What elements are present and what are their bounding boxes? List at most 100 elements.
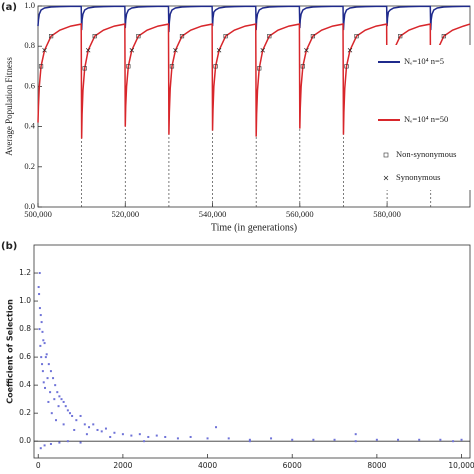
point (147, 435, 150, 438)
point (41, 330, 44, 333)
legend-label: Nₑ=10⁴ n=5 (404, 56, 444, 66)
marker-square (354, 34, 359, 39)
x-tick-label: 500,000 (24, 209, 52, 219)
point (43, 444, 46, 447)
point (88, 426, 91, 429)
x-tick-label: 540,000 (199, 209, 227, 219)
marker-square (179, 34, 185, 39)
point (291, 438, 294, 441)
point (40, 356, 43, 359)
marker-square (300, 64, 305, 69)
point (215, 426, 218, 429)
legend-swatch (383, 152, 389, 158)
point (49, 370, 52, 373)
marker-cross (260, 47, 265, 53)
marker-square (126, 64, 131, 69)
point (92, 423, 95, 426)
marker-square (82, 66, 87, 71)
legend-label: Nₑ=10⁴ n=50 (404, 114, 448, 124)
panel: (b) 0.0 0.2 0.4 0.6 0.8 1.0 1.2 0 2000 4000 6000 800… (1, 241, 474, 470)
point (452, 440, 455, 443)
point (66, 409, 69, 412)
marker-square (38, 64, 44, 69)
point (38, 293, 41, 296)
point (46, 377, 49, 380)
point (49, 391, 52, 394)
point (397, 438, 400, 441)
point (49, 442, 52, 445)
marker-cross (173, 47, 178, 53)
x-tick-label: 520,000 (111, 209, 139, 219)
legend-label: Synonymous (396, 172, 440, 182)
point (121, 433, 124, 436)
point (104, 427, 107, 430)
point (138, 433, 141, 436)
point (354, 433, 357, 436)
point (57, 405, 60, 408)
point (52, 377, 55, 380)
point (375, 438, 378, 441)
y-tick-label: 0.6 (19, 352, 31, 361)
marker-square (398, 34, 403, 39)
point (155, 434, 158, 437)
legend-background (376, 45, 474, 190)
legend: Nₑ=10⁴ n=5 Nₑ=10⁴ n=50 Non-synonymous Synon… (376, 45, 474, 190)
point (248, 438, 251, 441)
point (42, 381, 45, 384)
marker-square (267, 34, 272, 39)
x-tick-label: 2000 (113, 461, 132, 470)
marker-cross (347, 47, 353, 53)
point (39, 344, 42, 347)
point (130, 434, 133, 437)
point (73, 428, 76, 431)
y-tick-label: 0.0 (19, 436, 31, 445)
x-tick-label: 580,000 (373, 209, 401, 219)
marker-cross (216, 47, 222, 53)
y-tick-label: 1.0 (24, 0, 35, 10)
y-tick-label: 0.6 (24, 80, 35, 90)
point (50, 412, 53, 415)
marker-cross (304, 47, 309, 53)
point (460, 438, 463, 441)
point (44, 356, 47, 359)
y-tick-label: 0.8 (19, 324, 31, 333)
point (418, 438, 421, 441)
point (54, 384, 57, 387)
plot-frame (33, 244, 471, 459)
x-axis-label: Time (in generations) (211, 222, 297, 233)
point (100, 430, 103, 433)
point (113, 431, 116, 434)
marker-square (48, 34, 54, 39)
point (75, 419, 78, 422)
point (37, 286, 40, 289)
x-tick-label: 0 (36, 461, 41, 470)
point (62, 400, 65, 403)
point (109, 435, 112, 438)
point (189, 435, 192, 438)
point (79, 414, 82, 417)
y-tick-label: 0.4 (24, 121, 35, 131)
marker-cross (85, 47, 91, 53)
marker-square (136, 34, 141, 39)
panel-label: (a) (1, 2, 17, 13)
point (68, 412, 71, 415)
point (71, 414, 74, 417)
point (58, 441, 61, 444)
marker-cross (42, 47, 47, 53)
point (96, 428, 99, 431)
y-axis-label: Average Population Fitness (4, 57, 14, 156)
point (248, 440, 251, 443)
y-tick-label: 1.2 (19, 268, 31, 277)
point (47, 363, 50, 366)
legend-label: Non-synonymous (396, 149, 456, 159)
point (312, 438, 315, 441)
point (56, 391, 59, 394)
y-tick-label: 1.0 (19, 296, 31, 305)
point (38, 307, 41, 310)
point (79, 441, 82, 444)
point (333, 438, 336, 441)
point (38, 328, 41, 331)
marker-cross (129, 47, 135, 53)
point (39, 314, 42, 317)
